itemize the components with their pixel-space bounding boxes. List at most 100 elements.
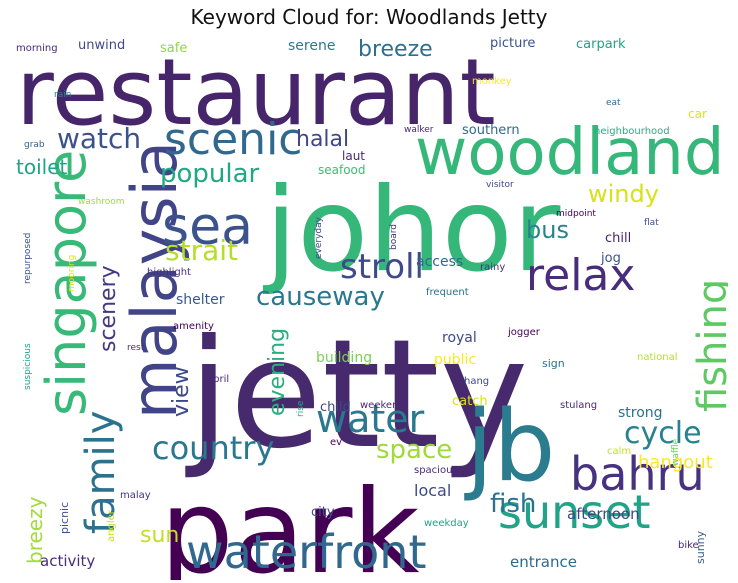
word-causeway: causeway — [256, 282, 385, 312]
word-breeze: breeze — [358, 37, 433, 62]
word-park: park — [160, 465, 420, 580]
word-washroom: washroom — [78, 197, 125, 207]
word-southern: southern — [462, 123, 520, 138]
word-local: local — [414, 481, 451, 500]
word-seafood: seafood — [318, 163, 366, 177]
word-malay: malay — [120, 490, 151, 501]
word-afternoon: afternoon — [567, 505, 640, 523]
word-unwind: unwind — [78, 38, 125, 53]
word-space: space — [376, 435, 452, 465]
word-sun: sun — [140, 523, 179, 548]
word-bahru: bahru — [570, 447, 705, 501]
word-repurposed: repurposed — [23, 233, 33, 284]
word-sign: sign — [542, 357, 565, 370]
word-relax: relax — [526, 250, 635, 301]
word-frequent: frequent — [426, 287, 469, 298]
word-morning: morning — [16, 43, 58, 54]
word-jogger: jogger — [507, 327, 541, 338]
word-flat: flat — [644, 218, 659, 228]
word-jb: jb — [464, 390, 555, 504]
word-stulang: stulang — [560, 400, 597, 411]
word-walker: walker — [404, 125, 434, 135]
word-eat: eat — [606, 98, 621, 108]
word-ev: ev — [330, 437, 342, 448]
word-national: national — [637, 352, 678, 363]
word-carpark: carpark — [576, 37, 626, 52]
word-bike: bike — [678, 540, 699, 551]
word-spacious: spacious — [414, 465, 458, 476]
word-sea: sea — [162, 197, 253, 257]
word-serene: serene — [288, 38, 335, 54]
word-child: child — [320, 400, 351, 415]
word-evening: evening — [265, 328, 290, 416]
keyword-cloud: restaurantjettyjohorparkjbwoodlandmalays… — [10, 34, 728, 580]
word-midpoint: midpoint — [556, 209, 596, 219]
word-windy: windy — [588, 180, 659, 208]
word-breezy: breezy — [23, 496, 47, 564]
word-strait: strait — [165, 234, 238, 267]
word-bus: bus — [526, 216, 569, 244]
word-halal: halal — [296, 127, 349, 152]
word-safe: safe — [160, 41, 187, 56]
word-building: building — [316, 350, 372, 366]
word-city: city — [311, 505, 335, 520]
word-waterfront: waterfront — [186, 525, 427, 579]
word-rise: rise — [296, 400, 306, 417]
word-public: public — [434, 352, 476, 368]
word-fishing: fishing — [690, 279, 728, 412]
word-watch: watch — [57, 122, 141, 155]
word-entrance: entrance — [510, 553, 577, 571]
word-calm: calm — [607, 446, 631, 457]
word-car: car — [688, 107, 707, 121]
word-angler: angler — [106, 509, 117, 542]
word-scenery: scenery — [96, 265, 121, 352]
word-jog: jog — [600, 251, 621, 266]
word-woodland: woodland — [415, 116, 724, 190]
word-royal: royal — [442, 330, 477, 346]
word-singapore: singapore — [35, 150, 98, 416]
word-suspicious: suspicious — [23, 343, 33, 390]
word-visitor: visitor — [486, 180, 514, 190]
word-restaurant: restaurant — [16, 39, 496, 146]
word-sunset: sunset — [498, 485, 651, 539]
word-malaysia: malaysia — [118, 141, 191, 419]
word-hangout: hangout — [638, 452, 713, 473]
word-shelter: shelter — [176, 292, 225, 308]
word-hang: hang — [464, 376, 489, 387]
word-weekend: weekend — [360, 400, 405, 411]
word-water: water — [316, 397, 425, 441]
word-monkey: monkey — [472, 76, 512, 87]
word-jetty: jetty — [185, 308, 528, 482]
word-catch: catch — [452, 394, 488, 409]
word-weekday: weekday — [424, 518, 469, 529]
word-cycle: cycle — [624, 416, 702, 451]
chart-title: Keyword Cloud for: Woodlands Jetty — [190, 5, 548, 29]
word-picture: picture — [490, 36, 535, 51]
word-rainy: rainy — [480, 262, 505, 273]
word-april: april — [207, 374, 229, 385]
word-mooring: mooring — [67, 255, 77, 292]
word-fish: fish — [490, 489, 536, 519]
word-grab: grab — [24, 140, 45, 150]
word-strong: strong — [618, 405, 663, 421]
word-access: access — [416, 254, 463, 270]
word-view: view — [169, 366, 194, 417]
word-amenity: amenity — [173, 321, 214, 332]
word-activity: activity — [40, 552, 95, 570]
word-scenic: scenic — [164, 114, 303, 165]
word-popular: popular — [160, 159, 260, 189]
word-family: family — [78, 411, 124, 534]
word-sunny: sunny — [694, 530, 707, 564]
word-chill: chill — [605, 231, 631, 246]
word-laut: laut — [342, 149, 365, 163]
word-board: board — [389, 224, 399, 250]
word-stroll: stroll — [340, 247, 424, 287]
word-rain: rain — [54, 90, 71, 100]
word-highlight: highlight — [147, 267, 191, 278]
word-picnic: picnic — [58, 502, 71, 534]
word-johor: johor — [262, 163, 561, 298]
word-neighbourhood: neighbourhood — [594, 126, 670, 137]
word-rest: rest — [127, 343, 145, 353]
word-country: country — [152, 429, 274, 467]
word-toilet: toilet — [16, 155, 67, 179]
